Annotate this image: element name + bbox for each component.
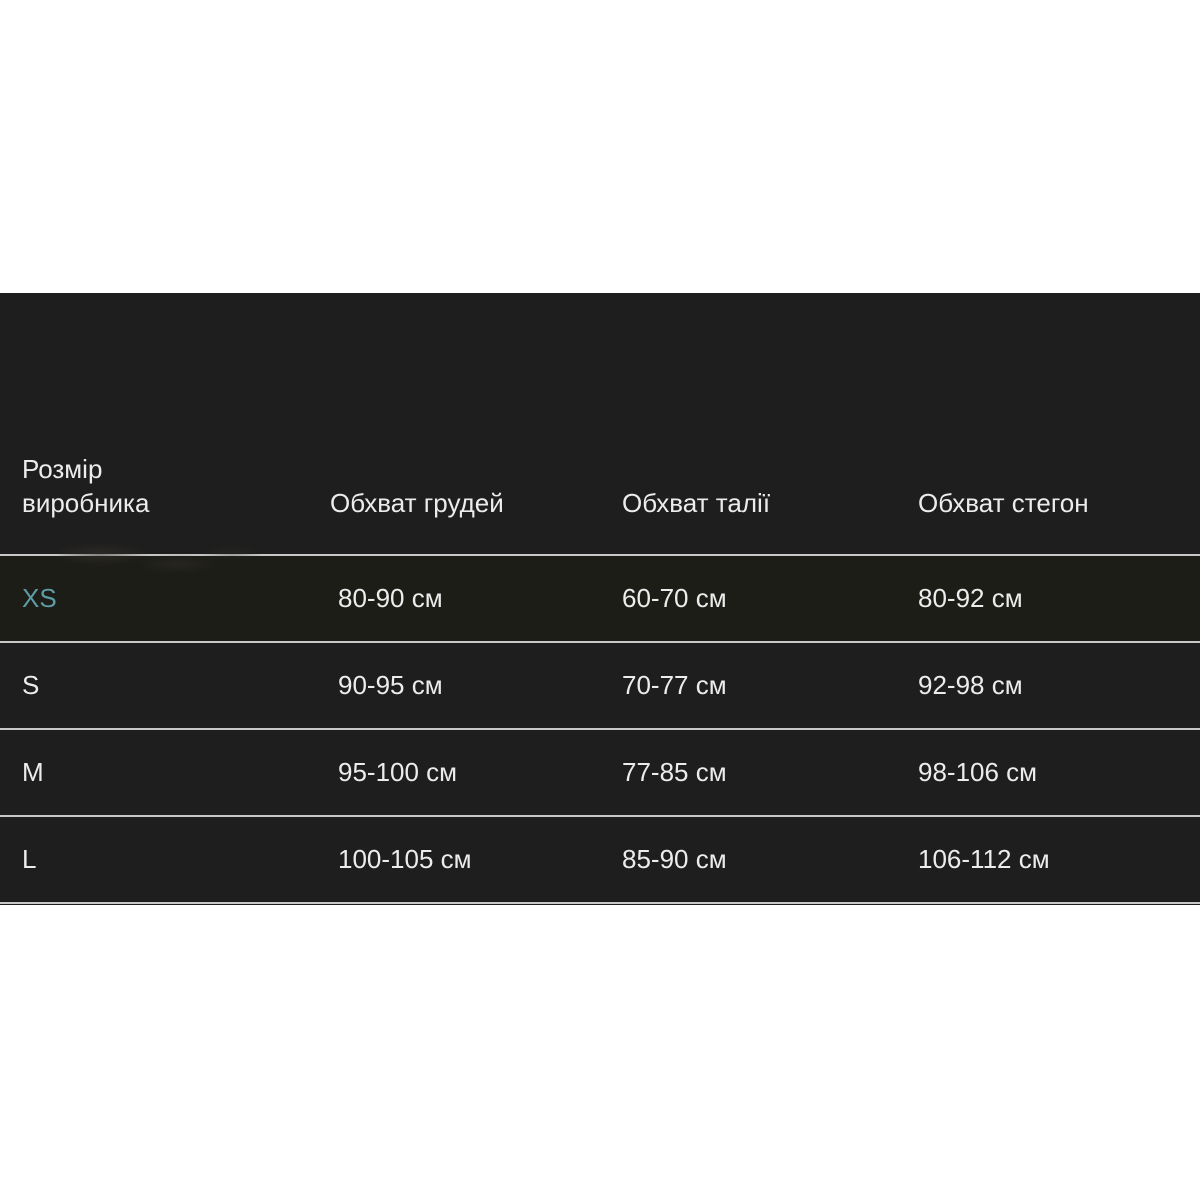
cell-size: M	[0, 728, 330, 816]
column-header-hips: Обхват стегон	[918, 293, 1200, 555]
cell-size: XS	[0, 554, 330, 642]
table-body: XS 80-90 см 60-70 см 80-92 см S 90-95 см…	[0, 554, 1200, 904]
cell-chest: 90-95 см	[330, 641, 622, 729]
cell-chest: 95-100 см	[330, 728, 622, 816]
cell-chest: 100-105 см	[330, 815, 622, 904]
column-header-chest: Обхват грудей	[330, 293, 622, 555]
cell-waist: 60-70 см	[622, 554, 918, 642]
column-header-waist: Обхват талії	[622, 293, 918, 555]
table-row[interactable]: XS 80-90 см 60-70 см 80-92 см	[0, 554, 1200, 642]
cell-hips: 80-92 см	[918, 554, 1200, 642]
size-chart-table: Розмір виробника Обхват грудей Обхват та…	[0, 293, 1200, 904]
table-row[interactable]: M 95-100 см 77-85 см 98-106 см	[0, 728, 1200, 816]
cell-waist: 70-77 см	[622, 641, 918, 729]
cell-chest: 80-90 см	[330, 554, 622, 642]
column-header-size: Розмір виробника	[0, 293, 330, 555]
table-row[interactable]: L 100-105 см 85-90 см 106-112 см	[0, 815, 1200, 904]
cell-size: S	[0, 641, 330, 729]
cell-hips: 92-98 см	[918, 641, 1200, 729]
cell-waist: 77-85 см	[622, 728, 918, 816]
cell-hips: 98-106 см	[918, 728, 1200, 816]
table-header: Розмір виробника Обхват грудей Обхват та…	[0, 293, 1200, 555]
table-row[interactable]: S 90-95 см 70-77 см 92-98 см	[0, 641, 1200, 729]
cell-hips: 106-112 см	[918, 815, 1200, 904]
column-header-size-line2: виробника	[22, 487, 150, 518]
table-header-row: Розмір виробника Обхват грудей Обхват та…	[0, 293, 1200, 555]
column-header-size-line1: Розмір	[22, 454, 103, 485]
cell-size: L	[0, 815, 330, 904]
cell-waist: 85-90 см	[622, 815, 918, 904]
